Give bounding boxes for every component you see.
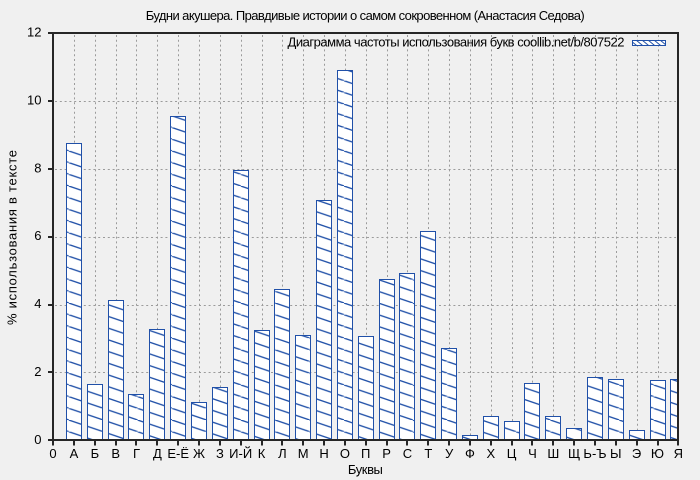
svg-text:И-Й: И-Й [229,446,252,461]
svg-text:Будни акушера. Правдивые истор: Будни акушера. Правдивые истории о самом… [146,8,585,23]
svg-text:Ю: Ю [651,446,664,461]
svg-text:2: 2 [34,364,41,379]
svg-text:П: П [361,446,370,461]
svg-text:Д: Д [153,446,162,461]
svg-text:8: 8 [34,160,41,175]
svg-text:0: 0 [34,432,41,447]
svg-text:Р: Р [382,446,391,461]
svg-text:Диаграмма частоты использовани: Диаграмма частоты использования букв coo… [288,35,625,50]
svg-text:% использования в тексте: % использования в тексте [5,150,20,325]
svg-text:Б: Б [91,446,100,461]
svg-text:С: С [403,446,412,461]
svg-text:К: К [258,446,266,461]
svg-text:У: У [445,446,454,461]
svg-text:Щ: Щ [568,446,580,461]
svg-text:4: 4 [34,296,41,311]
svg-text:Т: Т [424,446,432,461]
svg-text:Ж: Ж [193,446,205,461]
svg-text:Ш: Ш [547,446,559,461]
svg-text:О: О [340,446,350,461]
svg-text:А: А [70,446,79,461]
svg-text:Э: Э [632,446,641,461]
svg-text:Н: Н [319,446,328,461]
svg-text:Ф: Ф [465,446,475,461]
svg-text:Е-Ё: Е-Ё [167,446,189,461]
svg-text:12: 12 [27,25,41,40]
svg-text:Ы: Ы [610,446,622,461]
svg-text:М: М [298,446,309,461]
svg-text:Ц: Ц [507,446,517,461]
svg-text:6: 6 [34,228,41,243]
svg-text:Л: Л [278,446,287,461]
svg-text:Г: Г [133,446,140,461]
svg-text:Буквы: Буквы [348,462,383,477]
svg-text:0: 0 [49,446,56,461]
svg-text:Ь-Ъ: Ь-Ъ [583,446,606,461]
svg-text:Я: Я [674,446,683,461]
svg-text:10: 10 [27,93,41,108]
svg-text:В: В [111,446,120,461]
svg-text:Х: Х [486,446,495,461]
svg-text:З: З [216,446,224,461]
svg-text:Ч: Ч [528,446,537,461]
